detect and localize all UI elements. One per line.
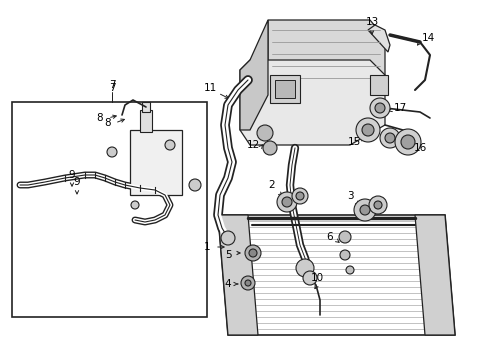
Text: 3: 3 [346, 191, 353, 201]
Circle shape [241, 276, 254, 290]
Circle shape [107, 147, 117, 157]
Text: 4: 4 [224, 279, 231, 289]
Bar [274, 80, 294, 98]
Circle shape [359, 205, 369, 215]
Polygon shape [367, 25, 389, 52]
Text: 14: 14 [421, 33, 434, 43]
Circle shape [295, 259, 313, 277]
Text: 10: 10 [310, 273, 323, 283]
Circle shape [131, 201, 139, 209]
Text: 6: 6 [326, 232, 333, 242]
Text: 9: 9 [68, 170, 75, 180]
Polygon shape [267, 20, 384, 95]
Circle shape [355, 118, 379, 142]
Polygon shape [240, 60, 384, 145]
Text: 17: 17 [392, 103, 406, 113]
Circle shape [374, 103, 384, 113]
Bar [140, 110, 152, 132]
Circle shape [339, 250, 349, 260]
Circle shape [394, 129, 420, 155]
Circle shape [291, 188, 307, 204]
Text: 11: 11 [203, 83, 216, 93]
Circle shape [244, 280, 250, 286]
Circle shape [295, 192, 304, 200]
Text: 16: 16 [412, 143, 426, 153]
Circle shape [221, 231, 235, 245]
Circle shape [400, 135, 414, 149]
Circle shape [361, 124, 373, 136]
Circle shape [346, 266, 353, 274]
Bar [142, 102, 150, 112]
Circle shape [369, 98, 389, 118]
Text: 5: 5 [224, 250, 231, 260]
Text: 7: 7 [108, 80, 115, 90]
Circle shape [303, 271, 316, 285]
Circle shape [263, 141, 276, 155]
Text: 9: 9 [74, 177, 80, 187]
Circle shape [189, 179, 201, 191]
Text: 8: 8 [104, 118, 111, 128]
Circle shape [353, 199, 375, 221]
Bar [369, 75, 387, 95]
Circle shape [164, 140, 175, 150]
Circle shape [248, 249, 257, 257]
Bar [12, 102, 206, 317]
Circle shape [368, 196, 386, 214]
Bar [130, 130, 182, 195]
Text: 1: 1 [203, 242, 210, 252]
Polygon shape [218, 215, 258, 335]
Polygon shape [218, 215, 454, 335]
Bar [269, 75, 299, 103]
Circle shape [244, 245, 261, 261]
Circle shape [257, 125, 272, 141]
Text: 15: 15 [346, 137, 360, 147]
Circle shape [276, 192, 296, 212]
Text: 13: 13 [365, 17, 378, 27]
Text: 8: 8 [97, 113, 103, 123]
Circle shape [379, 128, 399, 148]
Polygon shape [414, 215, 454, 335]
Polygon shape [240, 20, 267, 130]
Circle shape [282, 197, 291, 207]
Circle shape [338, 231, 350, 243]
Circle shape [373, 201, 381, 209]
Text: 2: 2 [268, 180, 275, 190]
Text: 7: 7 [108, 83, 115, 93]
Circle shape [384, 133, 394, 143]
Text: 12: 12 [246, 140, 259, 150]
